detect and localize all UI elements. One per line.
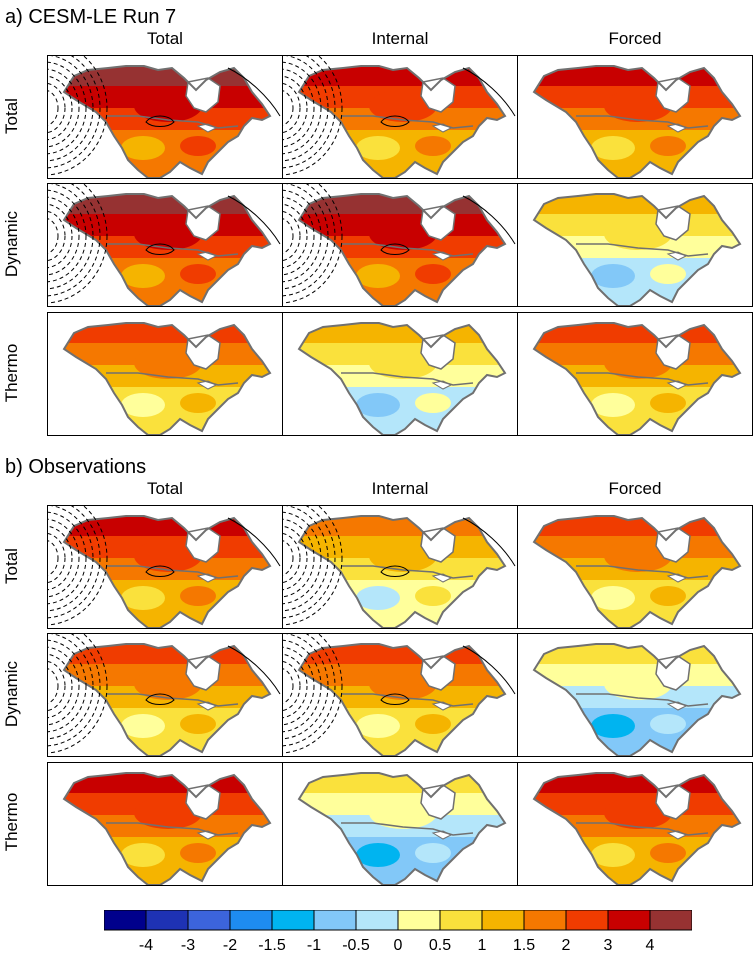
row-label-total-a: Total <box>2 98 21 134</box>
map-panel-b-thermo-internal <box>282 762 518 886</box>
colorbar-tick-label: 1 <box>477 937 487 954</box>
map-panel-a-total-internal <box>282 55 518 179</box>
colorbar-tick-label: -2 <box>222 937 238 954</box>
map-panel-b-dynamic-forced <box>517 633 753 757</box>
column-title-internal-b: Internal <box>371 479 429 498</box>
row-label-dynamic-b: Dynamic <box>2 660 21 728</box>
colorbar-swatch <box>313 910 357 931</box>
colorbar-swatch <box>565 910 609 931</box>
row-label-total-b: Total <box>2 548 21 584</box>
colorbar-tick-label: -3 <box>180 937 196 954</box>
colorbar-swatch <box>439 910 483 931</box>
colorbar-swatch <box>607 910 651 931</box>
map-panel-a-thermo-total <box>47 312 283 436</box>
column-title-forced-a: Forced <box>608 29 662 48</box>
colorbar-swatch <box>187 910 231 931</box>
colorbar-swatch <box>271 910 315 931</box>
colorbar-swatch <box>649 910 692 931</box>
colorbar-tick-label: -1 <box>306 937 322 954</box>
map-panel-b-total-forced <box>517 505 753 629</box>
colorbar-tick-label: 0 <box>393 937 403 954</box>
map-panel-a-dynamic-forced <box>517 183 753 307</box>
column-title-total-a: Total <box>147 29 183 48</box>
colorbar-swatch <box>104 910 147 931</box>
map-panel-b-dynamic-total <box>47 633 283 757</box>
map-panel-b-total-total <box>47 505 283 629</box>
map-panel-a-thermo-forced <box>517 312 753 436</box>
map-panel-a-dynamic-internal <box>282 183 518 307</box>
row-label-thermo-b: Thermo <box>2 792 21 852</box>
colorbar-swatch <box>523 910 567 931</box>
map-panel-b-thermo-forced <box>517 762 753 886</box>
map-panel-b-thermo-total <box>47 762 283 886</box>
colorbar <box>104 910 692 931</box>
colorbar-swatch <box>481 910 525 931</box>
colorbar-tick-label: 1.5 <box>512 937 536 954</box>
colorbar-tick-label: -4 <box>138 937 154 954</box>
colorbar-tick-label: -1.5 <box>258 937 286 954</box>
row-label-thermo-a: Thermo <box>2 343 21 403</box>
colorbar-tick-label: 4 <box>645 937 655 954</box>
colorbar-swatch <box>145 910 189 931</box>
map-panel-a-thermo-internal <box>282 312 518 436</box>
colorbar-tick-label: 0.5 <box>428 937 452 954</box>
map-panel-a-total-total <box>47 55 283 179</box>
map-panel-b-dynamic-internal <box>282 633 518 757</box>
colorbar-tick-label: 2 <box>561 937 571 954</box>
column-title-total-b: Total <box>147 479 183 498</box>
column-title-internal-a: Internal <box>371 29 429 48</box>
colorbar-tick-label: 3 <box>603 937 613 954</box>
section-title-b: b) Observations <box>5 456 147 478</box>
colorbar-swatch <box>355 910 399 931</box>
section-title-a: a) CESM-LE Run 7 <box>5 6 177 28</box>
row-label-dynamic-a: Dynamic <box>2 210 21 278</box>
colorbar-tick-label: -0.5 <box>342 937 370 954</box>
colorbar-swatch <box>397 910 441 931</box>
map-panel-a-dynamic-total <box>47 183 283 307</box>
map-panel-b-total-internal <box>282 505 518 629</box>
map-panel-a-total-forced <box>517 55 753 179</box>
colorbar-swatch <box>229 910 273 931</box>
column-title-forced-b: Forced <box>608 479 662 498</box>
